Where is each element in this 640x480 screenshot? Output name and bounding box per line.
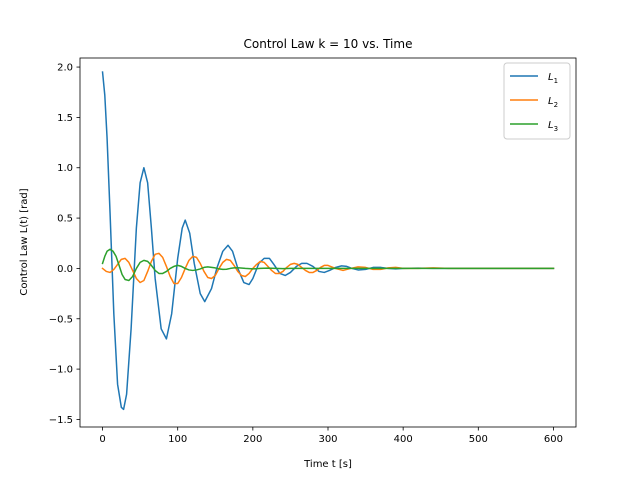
legend-box xyxy=(503,62,571,140)
y-axis-label: Control Law L(t) [rad] xyxy=(19,188,30,295)
legend-label-3: L3 xyxy=(548,120,558,133)
plot-frame xyxy=(79,57,577,428)
chart-title: Control Law k = 10 vs. Time xyxy=(244,37,413,51)
x-axis-label: Time t [s] xyxy=(303,459,352,470)
legend-label-main: L xyxy=(548,120,554,131)
legend-label-2: L2 xyxy=(548,96,558,109)
legend-label-main: L xyxy=(548,96,554,107)
legend-label-main: L xyxy=(548,72,554,83)
y-tick-label: 2.0 xyxy=(57,63,73,74)
plot-lines xyxy=(101,71,555,411)
x-tick-label: 300 xyxy=(318,434,337,445)
x-tick-label: 100 xyxy=(168,434,187,445)
x-tick-label: 0 xyxy=(99,434,105,445)
y-tick-label: 1.5 xyxy=(57,113,73,124)
legend-label-subscript: 3 xyxy=(554,125,558,133)
legend-label-1: L1 xyxy=(548,72,558,85)
series-line-3 xyxy=(101,248,555,282)
legend-label-subscript: 2 xyxy=(554,101,558,109)
x-tick-label: 400 xyxy=(394,434,413,445)
x-tick-label: 500 xyxy=(469,434,488,445)
series-line-1 xyxy=(101,71,555,411)
y-axis-ticks: −1.5 −1.0 −0.5 0.0 0.5 1.0 1.5 2.0 xyxy=(49,63,80,426)
x-tick-label: 200 xyxy=(243,434,262,445)
y-tick-label: 1.0 xyxy=(57,163,73,174)
y-tick-label: −1.0 xyxy=(49,365,73,376)
y-tick-label: 0.0 xyxy=(57,264,73,275)
x-tick-label: 600 xyxy=(544,434,563,445)
y-tick-label: −1.5 xyxy=(49,415,73,426)
legend-label-subscript: 1 xyxy=(554,77,558,85)
y-tick-label: −0.5 xyxy=(49,314,73,325)
x-axis-ticks: 0 100 200 300 400 500 600 xyxy=(99,427,563,445)
y-tick-label: 0.5 xyxy=(57,214,73,225)
